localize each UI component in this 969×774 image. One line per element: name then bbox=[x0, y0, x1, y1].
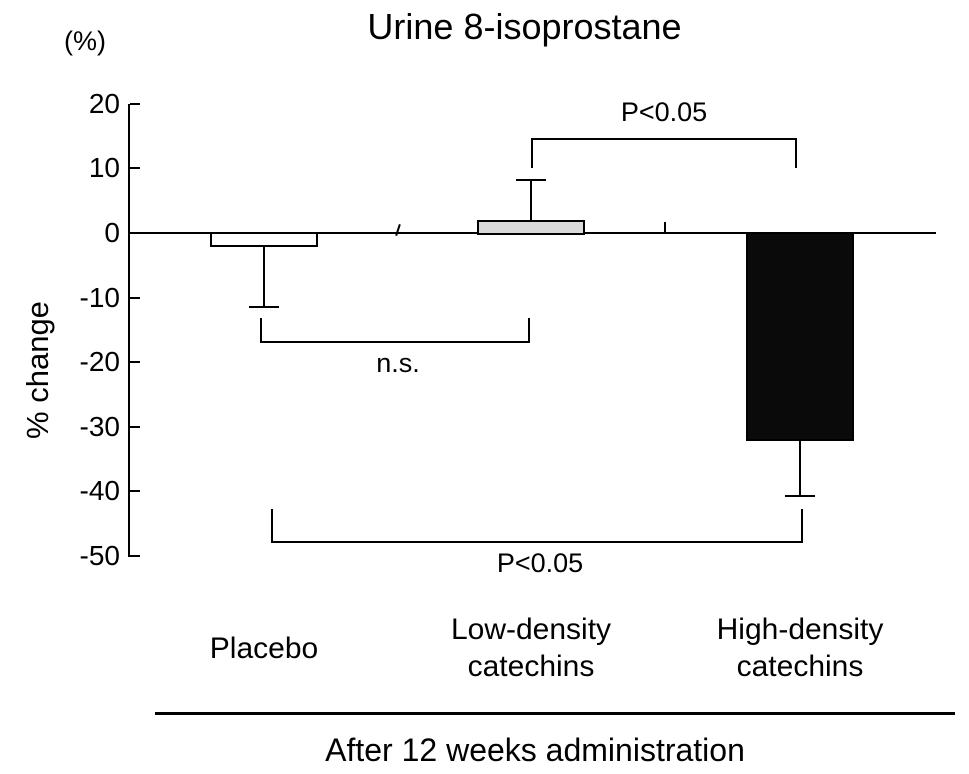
y-tick-mark bbox=[130, 361, 140, 364]
x-axis-separator-line bbox=[155, 712, 955, 715]
y-tick-label: 20 bbox=[88, 87, 120, 119]
significance-bracket bbox=[260, 318, 530, 343]
y-tick-mark bbox=[130, 555, 140, 557]
y-tick-label: -10 bbox=[79, 281, 120, 313]
bar-low-density bbox=[477, 220, 585, 235]
y-tick-mark bbox=[130, 425, 140, 428]
bar-high-density bbox=[746, 232, 854, 441]
category-divider-tick bbox=[395, 223, 401, 237]
y-tick-label: -20 bbox=[79, 346, 120, 378]
category-label: Low-density catechins bbox=[450, 613, 612, 683]
category-label: High-density catechins bbox=[716, 613, 884, 683]
y-tick-mark bbox=[130, 102, 140, 105]
error-bar-cap bbox=[785, 494, 815, 497]
significance-label: n.s. bbox=[376, 348, 420, 378]
x-axis-title: After 12 weeks administration bbox=[325, 732, 745, 768]
category-divider-tick bbox=[664, 222, 666, 232]
y-axis-unit-label: (%) bbox=[64, 26, 106, 56]
y-tick-label: -30 bbox=[79, 410, 120, 442]
chart-title: Urine 8-isoprostane bbox=[367, 6, 682, 47]
y-tick-label: 0 bbox=[104, 217, 120, 248]
error-bar-line bbox=[263, 245, 265, 308]
y-tick-label: -40 bbox=[79, 475, 120, 507]
y-tick-mark bbox=[130, 490, 140, 493]
y-tick-mark bbox=[130, 296, 140, 299]
significance-label: P<0.05 bbox=[620, 97, 708, 127]
significance-label: P<0.05 bbox=[496, 548, 584, 578]
error-bar-cap bbox=[249, 306, 279, 309]
y-tick-label: 10 bbox=[88, 152, 120, 184]
error-bar-line bbox=[799, 439, 801, 496]
y-tick-mark bbox=[130, 167, 140, 170]
error-bar-line bbox=[530, 180, 532, 221]
significance-bracket bbox=[531, 138, 797, 168]
category-label: Placebo bbox=[209, 631, 319, 665]
bar-placebo bbox=[210, 232, 318, 247]
y-axis-spine bbox=[128, 104, 130, 557]
error-bar-cap bbox=[516, 179, 546, 182]
y-tick-label: -50 bbox=[79, 540, 120, 571]
significance-bracket bbox=[271, 509, 803, 543]
